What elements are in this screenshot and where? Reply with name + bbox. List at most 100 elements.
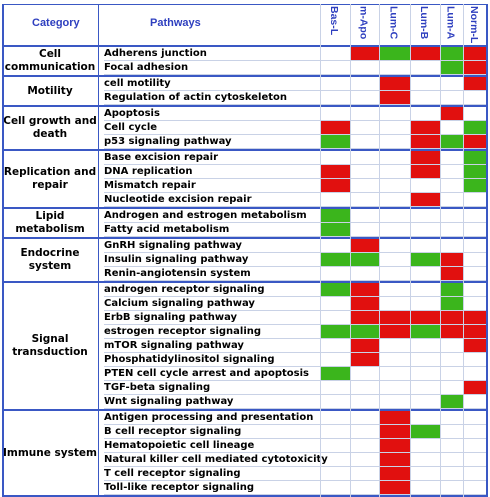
pathway-label: DNA replication [104,166,193,177]
cell-down-green [463,151,487,165]
pathway-label: Phosphatidylinositol signaling [104,354,275,365]
cell-up-red [410,121,440,135]
cell-up-red [379,91,410,105]
pathway-label: p53 signaling pathway [104,136,232,147]
cell-up-red [320,121,350,135]
category-label: Signal transduction [12,333,88,358]
pathway-label: cell motility [104,78,171,89]
row-gridline [104,438,487,439]
row-gridline [104,104,487,105]
cell-up-red [350,297,379,311]
category-column-divider [98,4,99,497]
row-gridline [104,280,487,281]
cell-up-red [350,47,379,61]
cell-up-red [440,107,463,121]
pathway-label: Mismatch repair [104,180,196,191]
cell-down-green [463,179,487,193]
pathway-label: Hematopoietic cell lineage [104,440,255,451]
row-gridline [104,236,487,237]
cell-up-red [379,411,410,425]
cell-up-red [440,325,463,339]
frame-top [2,4,487,5]
subtype-header-lum-c: Lum-C [387,6,400,40]
row-gridline [104,252,487,253]
cell-up-red [379,311,410,325]
row-gridline [104,222,487,223]
cell-up-red [440,267,463,281]
cell-up-red [410,193,440,207]
subtype-header-norm-l: Norm-L [468,6,480,44]
cell-up-red [463,339,487,353]
row-gridline [104,134,487,135]
cell-down-green [440,47,463,61]
pathway-label: Insulin signaling pathway [104,254,249,265]
pathway-label: Nucleotide excision repair [104,194,252,205]
category-label: Cell communication [4,48,96,73]
pathway-label: T cell receptor signaling [104,468,241,479]
cell-up-red [379,77,410,91]
pathway-label: TGF-beta signaling [104,382,211,393]
row-gridline [104,266,487,267]
cell-down-green [440,297,463,311]
category-label: Cell growth and death [3,115,97,140]
cell-up-red [463,77,487,91]
category-label: Endocrine system [20,247,80,272]
frame-left [2,4,4,497]
cell-up-red [440,253,463,267]
pathway-label: Apoptosis [104,108,160,119]
subtype-header-bas-l: Bas-L [328,6,340,36]
pathway-label: androgen receptor signaling [104,284,265,295]
cell-up-red [463,135,487,149]
category-divider [2,149,487,151]
cell-down-green [379,47,410,61]
category-divider [2,281,487,283]
category-label: Replication and repair [3,166,97,191]
cell-up-red [463,325,487,339]
cell-down-green [440,135,463,149]
cell-up-red [350,283,379,297]
cell-up-red [410,311,440,325]
cell-down-green [320,253,350,267]
row-gridline [104,206,487,207]
cell-up-red [463,61,487,75]
row-gridline [104,192,487,193]
subtype-header-lum-a: Lum-A [444,6,457,40]
row-gridline [104,324,487,325]
cell-up-red [410,151,440,165]
cell-up-red [350,311,379,325]
row-gridline [104,452,487,453]
row-gridline [104,310,487,311]
row-gridline [104,296,487,297]
cell-down-green [320,223,350,237]
category-label: Immune system [3,446,97,459]
pathway-label: B cell receptor signaling [104,426,242,437]
cell-down-green [463,121,487,135]
cell-up-red [350,239,379,253]
cell-down-green [320,209,350,223]
pathway-label: Focal adhesion [104,62,189,73]
category-label: Motility [27,84,73,97]
column-gridline [320,4,321,497]
pathway-label: ErbB signaling pathway [104,312,238,323]
category-divider [2,409,487,411]
cell-up-red [379,481,410,495]
cell-up-red [379,425,410,439]
pathway-label: Calcium signaling pathway [104,298,255,309]
cell-down-green [320,135,350,149]
pathway-label: PTEN cell cycle arrest and apoptosis [104,368,309,379]
column-gridline [463,4,464,497]
cell-down-green [320,367,350,381]
cell-down-green [440,395,463,409]
category-divider [2,237,487,239]
row-gridline [104,120,487,121]
pathway-heatmap-table: Category Pathways Bas-L m-Apo Lum-C Lum-B Lu… [2,4,488,497]
pathways-header: Pathways [150,17,201,29]
row-gridline [104,480,487,481]
subtype-header-lum-b: Lum-B [418,6,430,40]
row-gridline [104,338,487,339]
cell-up-red [320,165,350,179]
column-gridline [410,4,411,497]
row-gridline [104,148,487,149]
cell-up-red [379,453,410,467]
subtype-header-m-apo: m-Apo [357,6,370,40]
